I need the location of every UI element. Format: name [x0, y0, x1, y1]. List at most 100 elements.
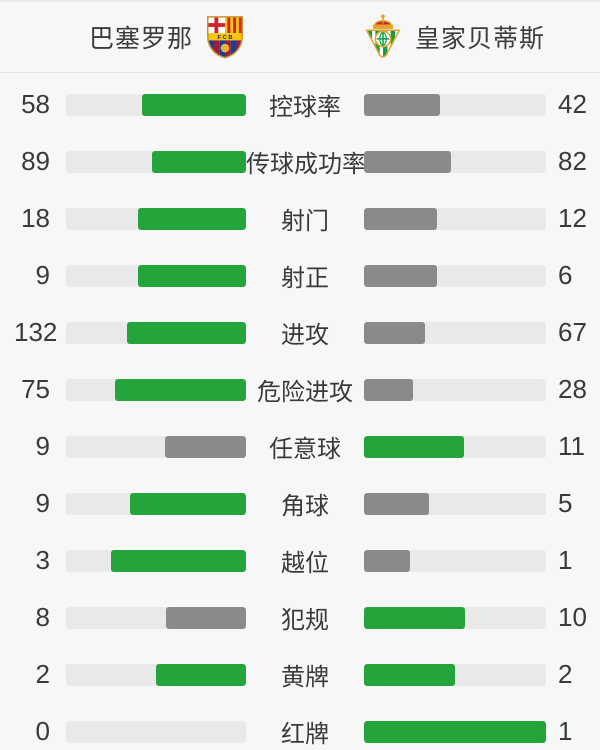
- away-bar-fill: [364, 663, 455, 686]
- home-bar: [66, 264, 246, 287]
- stat-row: 3 越位 1: [0, 532, 600, 589]
- away-bar: [364, 321, 546, 344]
- away-team-name: 皇家贝蒂斯: [415, 25, 546, 53]
- away-value: 28: [558, 374, 587, 404]
- home-bar: [66, 435, 246, 458]
- home-value: 9: [35, 431, 50, 461]
- home-value: 18: [21, 203, 50, 233]
- away-bar-fill: [364, 549, 410, 572]
- away-value: 1: [558, 545, 573, 575]
- away-bar-fill: [364, 378, 414, 401]
- home-bar-fill: [111, 549, 246, 572]
- stat-label: 角球: [281, 493, 329, 520]
- away-bar: [364, 150, 546, 173]
- home-value: 89: [21, 146, 50, 176]
- stat-row: 2 黄牌 2: [0, 646, 600, 703]
- home-bar: [66, 150, 246, 173]
- home-bar: [66, 663, 246, 686]
- away-bar: [364, 549, 546, 572]
- away-bar-fill: [364, 720, 546, 743]
- fc-barcelona-crest-icon: F C B: [202, 14, 248, 60]
- home-bar-fill: [114, 378, 246, 401]
- home-value: 3: [35, 545, 50, 575]
- stat-row: 0 红牌 1: [0, 703, 600, 750]
- home-value: 9: [35, 260, 50, 290]
- home-team-name: 巴塞罗那: [88, 25, 193, 53]
- stat-row: 75 危险进攻 28: [0, 361, 600, 418]
- stat-row: 8 犯规 10: [0, 589, 600, 646]
- stat-label: 犯规: [281, 607, 329, 634]
- stat-row: 9 任意球 11: [0, 418, 600, 475]
- stat-row: 18 射门 12: [0, 190, 600, 247]
- stat-label: 进攻: [281, 322, 329, 349]
- stat-label: 黄牌: [281, 664, 329, 691]
- away-value: 6: [558, 260, 573, 290]
- home-bar: [66, 549, 246, 572]
- home-bar-fill: [138, 264, 246, 287]
- home-value: 9: [35, 488, 50, 518]
- away-bar-fill: [364, 492, 429, 515]
- home-bar: [66, 720, 246, 743]
- home-bar-fill: [152, 150, 246, 173]
- stats-list: 58 控球率 42 89 传球成功率 82 18 射门 12 9: [0, 73, 600, 750]
- away-bar-fill: [364, 435, 465, 458]
- away-bar-fill: [364, 150, 452, 173]
- stat-label: 射正: [281, 265, 329, 292]
- away-team[interactable]: 皇家贝蒂斯: [300, 14, 600, 60]
- svg-text:F C B: F C B: [217, 35, 232, 41]
- stat-label: 危险进攻: [257, 379, 353, 406]
- away-bar: [364, 207, 546, 230]
- real-betis-crest-icon: [360, 14, 406, 60]
- home-bar: [66, 378, 246, 401]
- home-bar-fill: [130, 492, 246, 515]
- away-bar: [364, 720, 546, 743]
- stat-label: 射门: [281, 208, 329, 235]
- away-value: 1: [558, 716, 573, 746]
- stat-label: 任意球: [269, 436, 341, 463]
- home-team[interactable]: 巴塞罗那 F C B: [0, 14, 300, 60]
- home-bar-fill: [138, 207, 246, 230]
- home-bar-fill: [141, 93, 246, 116]
- away-value: 82: [558, 146, 587, 176]
- home-value: 2: [35, 659, 50, 689]
- away-bar-fill: [364, 321, 426, 344]
- away-value: 12: [558, 203, 587, 233]
- stat-label: 越位: [281, 550, 329, 577]
- home-bar: [66, 321, 246, 344]
- home-value: 132: [14, 317, 58, 347]
- away-value: 11: [558, 431, 585, 461]
- home-bar-fill: [165, 435, 246, 458]
- away-value: 42: [558, 89, 587, 119]
- away-value: 2: [558, 659, 573, 689]
- away-bar: [364, 378, 546, 401]
- stat-row: 58 控球率 42: [0, 76, 600, 133]
- stat-row: 89 传球成功率 82: [0, 133, 600, 190]
- away-bar-fill: [364, 264, 437, 287]
- away-bar: [364, 492, 546, 515]
- stat-row: 9 角球 5: [0, 475, 600, 532]
- home-value: 8: [35, 602, 50, 632]
- home-bar: [66, 492, 246, 515]
- stat-label: 红牌: [281, 721, 329, 748]
- away-bar: [364, 606, 546, 629]
- stat-label: 传球成功率: [246, 151, 366, 178]
- home-bar: [66, 207, 246, 230]
- away-bar: [364, 435, 546, 458]
- stat-row: 9 射正 6: [0, 247, 600, 304]
- home-bar-fill: [166, 606, 246, 629]
- away-bar: [364, 264, 546, 287]
- header-divider: [0, 72, 600, 73]
- home-bar: [66, 606, 246, 629]
- away-value: 67: [558, 317, 587, 347]
- home-value: 0: [35, 716, 50, 746]
- away-bar-fill: [364, 606, 466, 629]
- stat-label: 控球率: [269, 94, 341, 121]
- away-bar-fill: [364, 93, 441, 116]
- home-bar-fill: [126, 321, 246, 344]
- stat-row: 132 进攻 67: [0, 304, 600, 361]
- home-value: 75: [21, 374, 50, 404]
- header: 巴塞罗那 F C B: [0, 2, 600, 72]
- home-value: 58: [21, 89, 50, 119]
- away-bar: [364, 663, 546, 686]
